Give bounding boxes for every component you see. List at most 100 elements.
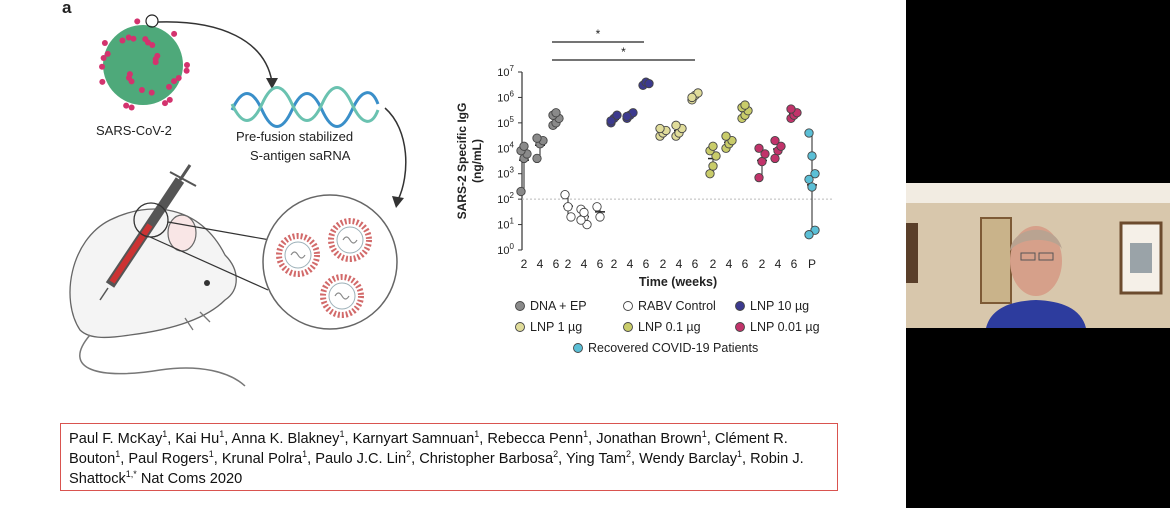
- legend-label: RABV Control: [638, 299, 716, 313]
- author-name: Paulo J.C. Lin: [315, 451, 407, 467]
- author-affiliation: 1: [701, 429, 707, 440]
- webcam-video: [906, 183, 1170, 328]
- legend-label: DNA + EP: [530, 299, 587, 313]
- x-tick-label: 4: [726, 257, 733, 271]
- author-name: Paul F. McKay: [69, 431, 163, 447]
- arrow-icon: [157, 21, 273, 83]
- data-point: [579, 207, 589, 218]
- data-point: [532, 153, 542, 164]
- x-tick-label: 4: [676, 257, 683, 271]
- significance-label: *: [596, 27, 601, 41]
- rna-label-line1: Pre-fusion stabilized: [236, 129, 353, 144]
- author-name: Wendy Barclay: [639, 451, 738, 467]
- x-tick-label: 2: [521, 257, 528, 271]
- data-point: [563, 202, 573, 212]
- author-affiliation: 1: [162, 429, 168, 440]
- x-tick-label: 6: [742, 257, 749, 271]
- author-affiliation: 1,*: [125, 469, 137, 480]
- panel-letter: a: [62, 0, 72, 17]
- y-tick-label: 104: [497, 140, 514, 155]
- virus-label: SARS-CoV-2: [96, 123, 172, 138]
- data-point: [566, 212, 576, 222]
- author-affiliation: 1: [219, 429, 225, 440]
- data-point: [804, 174, 814, 185]
- author-affiliation: 1: [115, 449, 121, 460]
- x-tick-label: 2: [611, 257, 618, 271]
- x-tick-label: 6: [643, 257, 650, 271]
- data-point: [786, 104, 796, 114]
- data-point: [519, 141, 529, 151]
- data-point: [776, 141, 786, 151]
- syringe-icon: [99, 164, 197, 301]
- x-tick-label: 2: [759, 257, 766, 271]
- x-tick-label: 4: [581, 257, 588, 271]
- data-point: [687, 92, 697, 103]
- y-tick-label: 100: [497, 242, 514, 257]
- zoom-circle-icon: [145, 14, 159, 28]
- x-tick-label: 4: [627, 257, 634, 271]
- author-affiliation: 1: [302, 449, 308, 460]
- data-point: [560, 190, 570, 200]
- schematic-illustration: SARS-CoV-2 Pre-fusion stabilized S-antig…: [69, 14, 407, 387]
- data-point: [760, 149, 770, 159]
- legend-marker: [735, 322, 745, 332]
- lnp-particles-icon: [262, 194, 398, 330]
- data-point: [592, 202, 602, 212]
- data-point: [804, 230, 814, 240]
- data-point: [708, 141, 718, 151]
- speaker-video-icon: [906, 183, 1170, 328]
- x-tick-label: P: [808, 257, 816, 271]
- x-tick-label: 2: [565, 257, 572, 271]
- igg-chart: 100 101 102 103 104 105 106 107 SARS-2 Specific …: [455, 27, 834, 355]
- journal-citation: Nat Coms 2020: [140, 471, 243, 487]
- x-tick-label: 2: [710, 257, 717, 271]
- author-affiliation: 1: [474, 429, 480, 440]
- data-point: [655, 123, 665, 134]
- author-name: Ying Tam: [565, 451, 627, 467]
- data-point: [711, 151, 721, 161]
- y-axis-label: SARS-2 Specific IgG: [455, 103, 469, 220]
- author-affiliation: 1: [339, 429, 345, 440]
- legend-label: LNP 1 µg: [530, 320, 582, 334]
- arrow-icon: [384, 107, 407, 201]
- x-tick-label: 6: [791, 257, 798, 271]
- author-affiliation: 1: [208, 449, 214, 460]
- rna-label-line2: S-antigen saRNA: [250, 148, 351, 163]
- legend-marker: [573, 343, 583, 353]
- data-point: [595, 212, 605, 222]
- legend-label: LNP 10 µg: [750, 299, 809, 313]
- legend-marker: [623, 322, 633, 332]
- data-point: [576, 215, 586, 225]
- virus-icon: [99, 18, 190, 111]
- author-name: Jonathan Brown: [596, 431, 702, 447]
- author-name: Karnyart Samnuan: [352, 431, 475, 447]
- data-point: [804, 128, 814, 138]
- data-point: [810, 169, 820, 179]
- slide: a SARS-CoV-2 Pre-fusion stabilized S-ant…: [0, 0, 906, 508]
- author-name: Christopher Barbosa: [419, 451, 554, 467]
- data-point: [770, 153, 780, 164]
- legend-label: LNP 0.1 µg: [638, 320, 701, 334]
- rna-helix-icon: [230, 86, 380, 128]
- legend-marker: [623, 301, 633, 311]
- data-point: [708, 161, 718, 171]
- y-tick-label: 105: [497, 115, 514, 130]
- x-tick-label: 6: [692, 257, 699, 271]
- data-point: [705, 169, 715, 179]
- x-tick-label: 6: [597, 257, 604, 271]
- data-point: [671, 120, 681, 130]
- author-affiliation: 1: [583, 429, 589, 440]
- x-tick-label: 2: [660, 257, 667, 271]
- data-point: [532, 133, 542, 143]
- author-name: Robin J. Shattock: [69, 451, 804, 487]
- data-point: [757, 156, 767, 167]
- data-point: [721, 131, 731, 141]
- y-tick-label: 102: [497, 191, 514, 206]
- data-point: [754, 143, 764, 153]
- legend-marker: [515, 322, 525, 332]
- x-axis-label: Time (weeks): [639, 275, 717, 289]
- y-tick-label: 103: [497, 166, 514, 181]
- author-name: Rebecca Penn: [487, 431, 584, 447]
- data-point: [622, 111, 632, 122]
- data-point: [612, 110, 622, 120]
